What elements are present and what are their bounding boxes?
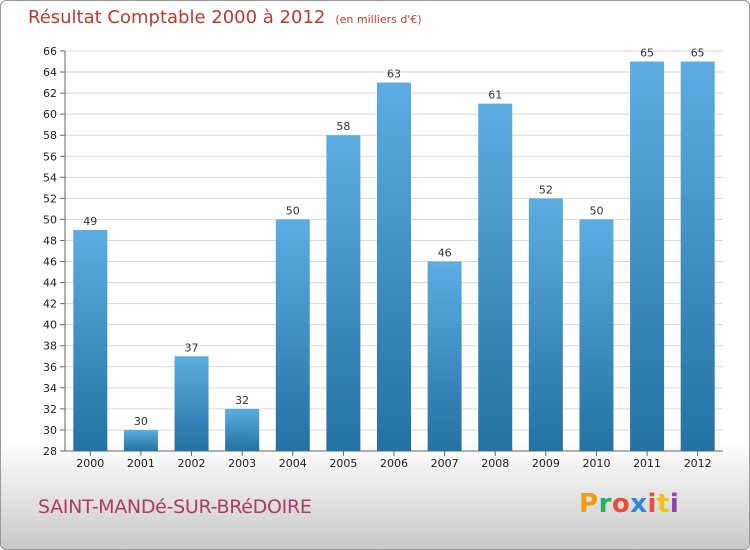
bar (174, 356, 209, 451)
x-tick-label: 2006 (380, 457, 408, 470)
y-tick-label: 58 (43, 129, 57, 142)
y-tick-label: 42 (43, 298, 57, 311)
y-tick-label: 30 (43, 424, 57, 437)
y-tick-label: 36 (43, 361, 57, 374)
x-tick-label: 2001 (127, 457, 155, 470)
y-tick-label: 38 (43, 340, 57, 353)
chart-title: Résultat Comptable 2000 à 2012 (en millie… (28, 7, 422, 28)
bar-value-label: 32 (235, 394, 249, 407)
x-tick-label: 2003 (228, 457, 256, 470)
bar (73, 229, 108, 451)
bar (326, 135, 361, 452)
bar-value-label: 50 (589, 204, 603, 217)
y-tick-label: 46 (43, 256, 57, 269)
logo-letter: i (647, 489, 657, 519)
x-tick-label: 2002 (178, 457, 206, 470)
logo-letter: x (630, 489, 648, 519)
x-tick-label: 2012 (684, 457, 712, 470)
bar-value-label: 58 (336, 120, 350, 133)
logo-letter: i (669, 489, 680, 519)
y-tick-label: 44 (43, 277, 57, 290)
bar-value-label: 65 (691, 47, 705, 60)
x-tick-label: 2008 (481, 457, 509, 470)
bar (427, 261, 462, 451)
x-tick-label: 2011 (633, 457, 661, 470)
y-tick-label: 34 (43, 382, 57, 395)
bar-value-label: 52 (539, 183, 553, 196)
bar (579, 219, 614, 451)
proxiti-logo: Proxiti (579, 489, 679, 519)
bar-chart: 28 30 32 34 36 38 40 42 44 46 48 50 52 54 56 58 60 62 64 66… (43, 45, 723, 470)
x-tick-label: 2000 (76, 457, 104, 470)
bar (528, 198, 563, 451)
bar-value-label: 30 (134, 415, 148, 428)
y-tick-label: 60 (43, 108, 57, 121)
bar-value-label: 61 (488, 89, 502, 102)
bar-value-label: 63 (387, 68, 401, 81)
y-tick-label: 40 (43, 319, 57, 332)
y-tick-label: 56 (43, 150, 57, 163)
bar (123, 429, 158, 451)
y-tick-label: 50 (43, 213, 57, 226)
x-tick-label: 2009 (532, 457, 560, 470)
y-tick-label: 64 (43, 66, 57, 79)
chart-title-unit: (en milliers d'€) (335, 13, 422, 26)
bar-value-label: 65 (640, 47, 654, 60)
bar (377, 82, 411, 451)
y-tick-label: 54 (43, 171, 57, 184)
y-tick-label: 52 (43, 192, 57, 205)
bar (680, 61, 715, 452)
x-tick-label: 2010 (582, 457, 610, 470)
logo-letter: o (611, 489, 631, 519)
x-tick-label: 2004 (279, 457, 307, 470)
bar-value-label: 49 (83, 215, 97, 228)
bar (630, 61, 665, 452)
logo-letter: t (656, 489, 670, 519)
bar-value-label: 46 (438, 247, 452, 260)
y-tick-label: 32 (43, 403, 57, 416)
commune-name: SAINT-MANDé-SUR-BRéDOIRE (38, 496, 312, 518)
y-tick-label: 62 (43, 87, 57, 100)
y-tick-label: 28 (43, 445, 57, 458)
bar-value-label: 50 (286, 204, 300, 217)
x-tick-label: 2007 (431, 457, 459, 470)
bar (478, 103, 513, 451)
y-tick-label: 48 (43, 234, 57, 247)
bar-value-label: 37 (185, 341, 199, 354)
chart-title-main: Résultat Comptable 2000 à 2012 (28, 7, 326, 28)
y-tick-label: 66 (43, 45, 57, 58)
bar (275, 219, 310, 451)
x-tick-label: 2005 (329, 457, 357, 470)
logo-letter: r (598, 489, 612, 519)
logo-letter: P (579, 489, 599, 519)
bar (225, 408, 260, 451)
